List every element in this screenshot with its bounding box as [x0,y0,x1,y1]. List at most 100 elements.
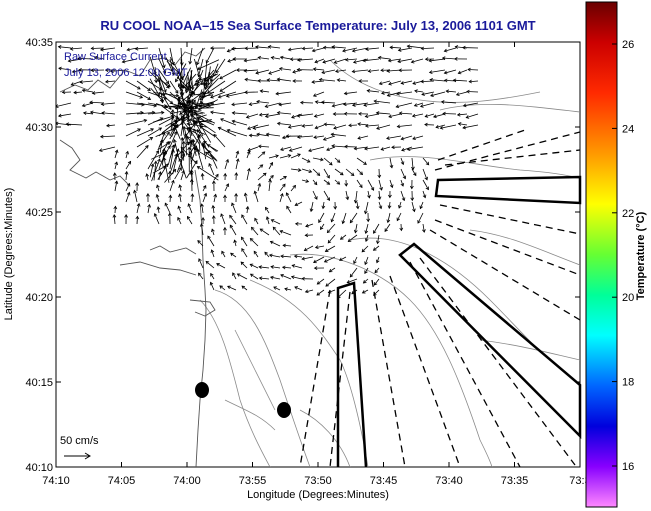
x-tick-label: 73:50 [304,475,332,487]
current-vector-head [249,237,254,242]
current-vector-head [377,55,382,60]
current-vector-head [373,230,377,234]
current-vector [201,73,217,85]
current-vector-head [270,265,274,269]
current-vector [349,267,358,278]
current-vector-head [347,238,352,242]
current-vector [245,78,259,82]
current-vector-head [400,136,405,141]
current-vector-head [56,121,59,126]
current-vector-head [419,104,424,108]
current-vector-head [378,205,383,210]
current-vector [256,101,270,104]
current-vector-head [258,276,263,281]
current-vector-head [252,126,257,130]
current-vector-head [126,182,131,187]
current-vector [254,218,259,225]
current-vector-head [211,228,215,233]
current-vector-head [153,160,158,165]
current-vector-head [332,112,337,116]
y-tick-label: 40:25 [25,207,53,219]
current-vector-head [387,58,392,63]
current-vector-head [201,142,206,146]
current-vector-head [246,150,251,155]
current-vector-head [206,82,211,87]
current-vector-head [167,83,171,88]
current-vector-head [364,114,369,119]
current-vector [155,127,176,137]
current-vector [286,192,292,203]
current-vector [446,90,457,93]
current-vector-head [202,91,207,95]
current-vector [147,69,161,82]
current-vector-head [374,269,379,274]
current-vector [425,113,435,118]
current-vector [297,135,314,138]
colorbar-tick-label: 22 [622,208,634,220]
current-vector-head [343,91,348,96]
current-vector [337,79,347,82]
current-vector [356,179,363,188]
current-vector-head [158,87,163,91]
current-vector-head [179,62,184,66]
current-vector-head [210,249,215,254]
current-vector [201,173,204,181]
current-vector [179,193,182,203]
current-vector-head [316,172,321,176]
current-vector [325,278,336,287]
current-vector [219,69,237,80]
overlay-timestamp: July 13, 2006 12:00 GMT [64,67,188,79]
current-vector [414,102,424,107]
current-vector [66,123,83,126]
current-vector-head [240,261,245,266]
current-vector-head [181,140,186,145]
current-vector [268,155,279,159]
current-vector [246,168,250,181]
current-vector-head [376,240,380,245]
current-vector-head [110,69,114,74]
current-vector [125,183,130,192]
current-vector-head [164,163,169,168]
current-vector [411,201,415,212]
y-axis-label: Latitude (Degrees:Minutes) [3,188,15,321]
current-vector-head [339,171,344,176]
current-vector [257,151,266,159]
current-vector [229,225,237,236]
current-vector-head [189,90,193,95]
current-vector [198,258,204,269]
current-vector-head [333,206,338,210]
current-vector [441,101,457,104]
current-vector-head [280,254,284,259]
current-vector-head [241,248,245,252]
current-vector-head [186,215,191,220]
current-vector [216,263,226,269]
current-vector [291,276,303,280]
current-vector-head [219,285,223,289]
current-vector-head [331,45,335,49]
current-vector-head [170,109,175,113]
current-vector [213,194,217,203]
current-vector-head [247,148,252,152]
current-vector [354,223,358,233]
current-vector-field [56,44,479,299]
current-vector-head [296,113,301,118]
current-vector [331,145,347,148]
current-vector-head [402,175,407,180]
current-vector [320,223,325,230]
current-vector-head [411,166,415,171]
current-vector-head [174,124,178,128]
current-vector-head [352,60,357,64]
colorbar-tick-label: 20 [622,292,634,304]
current-vector-head [417,220,421,224]
current-vector [334,58,347,64]
current-vector [159,139,163,153]
current-vector [227,286,237,291]
current-vector [134,190,138,203]
current-vector-head [333,60,338,64]
current-vector [291,113,303,118]
current-vector-head [135,182,140,186]
current-vector [421,47,435,50]
colorbar-tick-label: 18 [622,377,634,389]
current-vector-head [113,205,118,210]
current-vector-head [247,126,251,130]
